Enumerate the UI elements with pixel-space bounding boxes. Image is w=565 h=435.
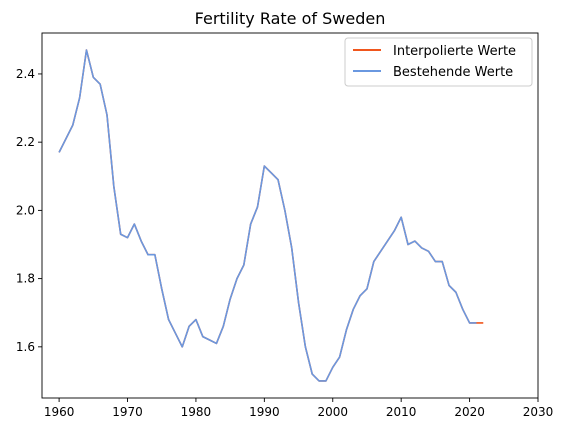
- y-tick-label: 2.0: [16, 203, 35, 217]
- series-line-bestehend: [58, 49, 477, 382]
- legend-box: [344, 37, 533, 87]
- x-tick-label: 1970: [112, 405, 143, 419]
- x-tick-label: 2020: [454, 405, 485, 419]
- x-tick-label: 1990: [249, 405, 280, 419]
- legend-label-bestehend: Bestehende Werte: [393, 65, 513, 80]
- y-tick-label: 1.8: [16, 272, 35, 286]
- series-lines: [58, 49, 484, 382]
- x-tick-label: 2030: [523, 405, 554, 419]
- x-tick-label: 1960: [44, 405, 75, 419]
- y-tick-label: 2.2: [16, 135, 35, 149]
- y-tick-label: 2.4: [16, 67, 35, 81]
- x-axis: 1960 1970 1980 1990 2000 2010 2020 2030: [44, 398, 553, 419]
- chart-title: Fertility Rate of Sweden: [195, 9, 386, 28]
- x-tick-label: 2010: [386, 405, 417, 419]
- y-axis: 1.6 1.8 2.0 2.2 2.4: [16, 67, 42, 354]
- x-tick-label: 1980: [181, 405, 212, 419]
- x-tick-label: 2000: [317, 405, 348, 419]
- plot-frame: [41, 32, 539, 399]
- plot-area: [42, 33, 538, 398]
- y-tick-label: 1.6: [16, 340, 35, 354]
- legend-label-interpoliert: Interpolierte Werte: [393, 44, 516, 59]
- legend: Interpolierte Werte Bestehende Werte: [344, 37, 533, 87]
